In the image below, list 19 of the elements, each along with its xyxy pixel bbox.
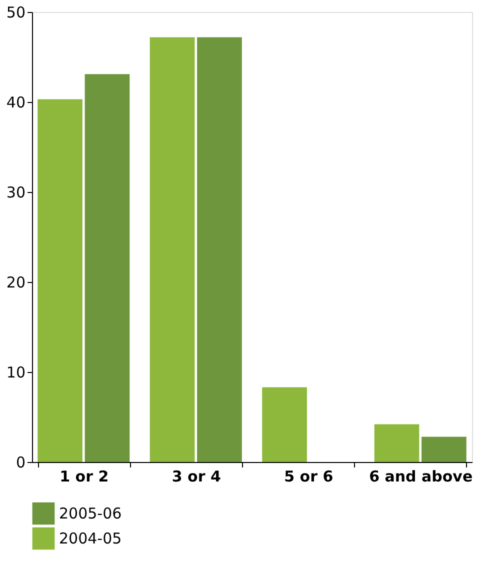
x-tick-label: 5 or 6 bbox=[284, 468, 334, 486]
bar bbox=[262, 387, 307, 462]
y-tick-label: 50 bbox=[6, 4, 26, 22]
bar bbox=[197, 37, 242, 462]
bar bbox=[150, 37, 195, 462]
y-tick-label: 40 bbox=[6, 94, 26, 112]
y-tick-label: 10 bbox=[6, 364, 26, 382]
legend-label: 2004-05 bbox=[59, 530, 122, 548]
x-tick-label: 1 or 2 bbox=[60, 468, 109, 486]
legend-label: 2005-06 bbox=[59, 504, 122, 522]
bar bbox=[374, 424, 420, 462]
bar bbox=[84, 74, 130, 462]
x-tick-label: 3 or 4 bbox=[172, 468, 221, 486]
bar bbox=[422, 436, 466, 462]
bar bbox=[38, 99, 82, 462]
y-tick-label: 20 bbox=[6, 274, 26, 292]
x-tick-label: 6 and above bbox=[369, 468, 473, 486]
y-tick-label: 30 bbox=[6, 184, 26, 202]
y-tick-label: 0 bbox=[16, 454, 26, 472]
